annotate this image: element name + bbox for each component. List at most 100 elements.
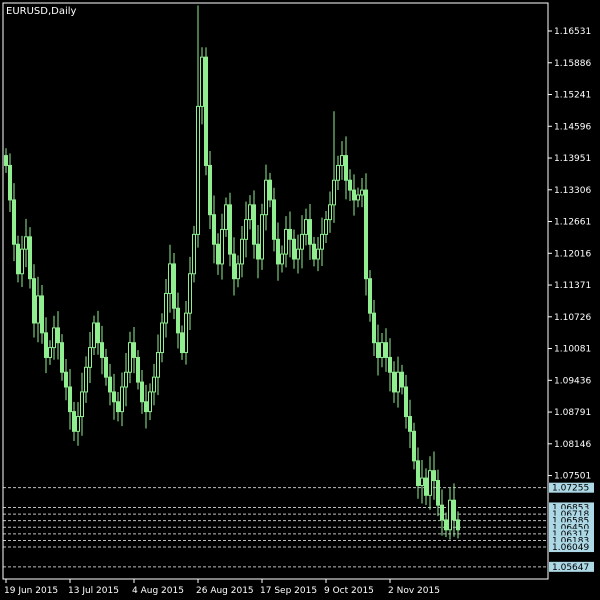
candle [132,327,136,374]
candle [456,511,460,539]
level-label-bg [549,482,594,493]
candle-body [348,179,352,191]
candle [84,356,88,403]
candle [264,164,268,231]
candle [416,447,420,499]
candle-body [352,189,356,201]
candle [428,456,432,510]
candle [96,310,100,355]
price-tick-label: 1.11371 [554,281,591,291]
candle [76,402,80,446]
candle [56,311,60,360]
candle-body [28,236,32,280]
chart-symbol-label: EURUSD,Daily [6,6,77,17]
time-tick-label: 17 Sep 2015 [260,586,317,596]
candle [392,361,396,403]
candle [156,334,160,396]
level-label-bg [549,528,594,539]
candle [304,208,308,246]
candle-body [4,155,8,166]
candle [436,469,440,517]
candle-body [240,238,244,265]
candle-body [292,238,296,260]
candle-body [388,356,392,373]
candle-body [216,243,220,265]
level-labels: 1.07255 1.068531.067181.065851.064501.063… [549,482,594,573]
candle [252,190,256,259]
candle [444,512,448,538]
candle [196,5,200,248]
candle [128,331,132,384]
candle [284,216,288,268]
candle-body [232,253,236,280]
level-label: 1.06585 [549,515,594,527]
candle [28,227,32,289]
candle-body [428,470,432,496]
candle-body [380,342,384,358]
candle [52,315,56,360]
candle-body [220,228,224,265]
candle-body [244,219,248,240]
price-axis: 1.16531 1.15886 1.15241 1.14596 1.13951 1.133… [548,27,591,482]
candle [116,392,120,422]
candle-body [196,105,200,235]
candle-body [128,342,132,373]
level-label: 1.06450 [549,522,594,533]
candle-body [140,381,144,403]
level-label-bg [549,502,594,513]
candle-body [400,371,404,388]
candle [236,255,240,288]
price-tick-label: 1.13951 [554,154,591,164]
level-label-bg [549,515,594,526]
candle-body [56,327,60,344]
price-tick-label: 1.08791 [554,408,591,418]
candle [316,237,320,272]
candle [244,201,248,258]
candle [24,218,28,268]
candle-body [304,219,308,235]
candle [80,372,84,436]
candle-body [416,460,420,486]
candle [432,451,436,500]
candle-body [112,391,116,403]
candle-body [256,243,260,260]
level-label: 1.06853 [549,502,594,513]
candle [4,148,8,173]
candle-body [320,233,324,250]
candle-body [172,263,176,309]
level-label-bg [549,535,594,546]
candle-body [148,391,152,413]
candle [292,229,296,269]
price-tick-label: 1.12016 [554,249,591,259]
candle-body [440,504,444,521]
level-label: 1.07255 [549,482,594,494]
candle [440,489,444,536]
level-label-text: 1.06317 [552,530,589,540]
price-tick-label: 1.12661 [554,218,591,228]
candle [296,234,300,274]
candle-body [372,312,376,344]
candle [212,195,216,264]
candle [324,211,328,243]
time-tick-label: 4 Aug 2015 [132,586,184,596]
candle [376,324,380,376]
candle [300,215,304,269]
candle [224,197,228,237]
candle [344,136,348,200]
candle-body [200,56,204,107]
candle-body [16,243,20,275]
price-tick-label: 1.16531 [554,27,591,37]
candle [288,211,292,258]
candle-body [248,204,252,221]
candle [104,348,108,386]
candle [268,172,272,208]
candle [44,317,48,374]
price-tick-label: 1.09436 [554,376,591,386]
candle-body [396,371,400,393]
candle-body [8,164,12,201]
candle [124,353,128,407]
candle-body [384,342,388,358]
candle-body [252,204,256,245]
